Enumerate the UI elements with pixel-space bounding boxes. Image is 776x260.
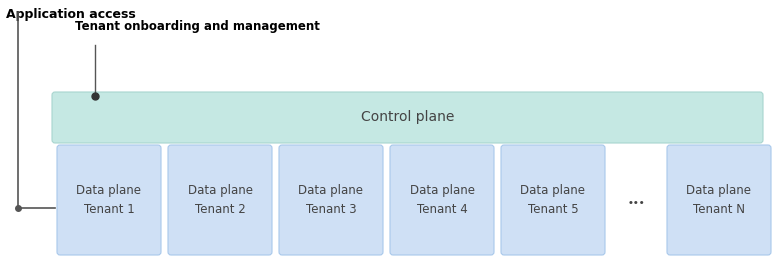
Text: Data plane
Tenant 4: Data plane Tenant 4 (410, 184, 474, 216)
FancyBboxPatch shape (279, 145, 383, 255)
Text: Data plane
Tenant 5: Data plane Tenant 5 (521, 184, 586, 216)
Text: Data plane
Tenant 1: Data plane Tenant 1 (77, 184, 141, 216)
FancyBboxPatch shape (52, 92, 763, 143)
Text: Control plane: Control plane (361, 110, 454, 125)
FancyBboxPatch shape (667, 145, 771, 255)
Text: ...: ... (627, 192, 645, 209)
Text: Application access: Application access (6, 8, 136, 21)
FancyBboxPatch shape (390, 145, 494, 255)
FancyBboxPatch shape (57, 145, 161, 255)
FancyBboxPatch shape (168, 145, 272, 255)
FancyBboxPatch shape (501, 145, 605, 255)
Text: Data plane
Tenant 2: Data plane Tenant 2 (188, 184, 252, 216)
Text: Data plane
Tenant 3: Data plane Tenant 3 (299, 184, 363, 216)
Text: Data plane
Tenant N: Data plane Tenant N (687, 184, 751, 216)
Text: Tenant onboarding and management: Tenant onboarding and management (75, 20, 320, 33)
